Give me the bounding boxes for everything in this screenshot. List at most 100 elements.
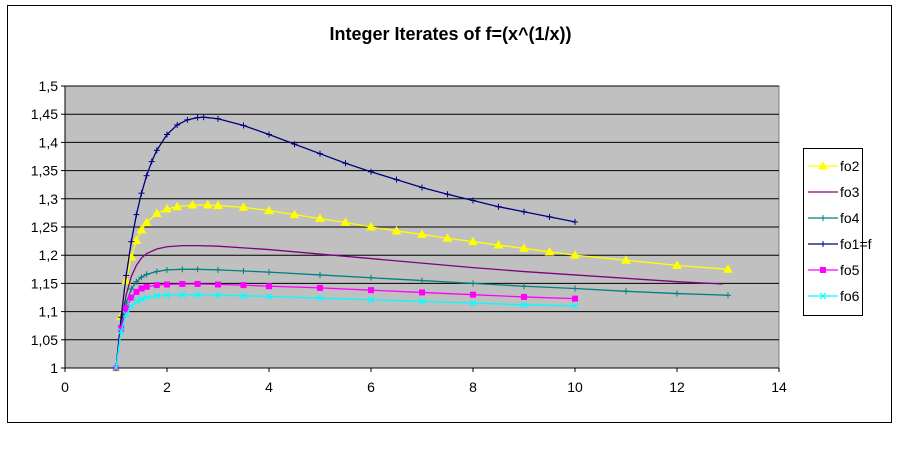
data-point-fo1-f	[174, 121, 181, 128]
data-point-fo4	[419, 277, 425, 284]
data-point-fo4	[674, 290, 680, 297]
data-point-fo2	[340, 217, 351, 226]
data-point-fo1-f	[266, 131, 272, 138]
legend-marker	[819, 292, 827, 300]
data-point-fo1-f	[495, 203, 502, 210]
data-point-fo2	[621, 255, 631, 264]
legend-marker	[820, 267, 826, 273]
data-point-fo6	[132, 298, 140, 305]
data-point-fo5	[143, 283, 150, 290]
data-point-fo1-f	[164, 131, 170, 138]
data-point-fo4	[128, 286, 135, 293]
legend-label: fo2	[840, 158, 860, 174]
data-point-fo2	[570, 250, 580, 259]
data-point-fo5	[368, 287, 374, 294]
data-point-fo1-f	[393, 176, 400, 183]
data-point-fo6	[153, 292, 161, 300]
data-point-fo2	[131, 235, 142, 245]
data-point-fo1-f	[291, 141, 298, 148]
data-point-fo1-f	[572, 218, 578, 225]
legend-item-fo5: fo5	[804, 259, 862, 283]
chart-title: Integer Iterates of f=(x^(1/x))	[329, 24, 572, 44]
x-tick-label: 4	[265, 379, 273, 395]
data-point-fo6	[367, 296, 375, 304]
x-tick-label: 6	[367, 379, 375, 395]
data-point-fo2	[519, 243, 529, 252]
data-point-fo2	[213, 200, 223, 210]
legend-label: fo5	[840, 262, 860, 278]
legend: fo2 fo3 fo4 fo1=f fo5 fo6	[803, 148, 872, 316]
legend-label: fo1=f	[840, 236, 872, 252]
data-point-fo4	[572, 285, 578, 292]
legend-item-fo3: fo3	[804, 181, 862, 205]
legend-swatch-fo3	[808, 191, 838, 193]
data-point-fo5	[194, 280, 201, 287]
chart-svg: 1 1,05 1,1 1,15 1,2 1,25 1,3 1,35 1,4 1,45 1,5 0 2 4 6…	[31, 78, 787, 395]
chart-area: Integer Iterates of f=(x^(1/x)) 1 1,05 1,1…	[7, 5, 892, 423]
data-point-fo6	[122, 310, 130, 318]
data-point-fo6	[112, 364, 120, 372]
data-point-fo5	[317, 284, 323, 291]
data-point-fo4	[215, 266, 221, 273]
data-point-fo4	[725, 292, 731, 299]
data-point-fo5	[240, 282, 247, 289]
data-point-fo1-f	[148, 158, 155, 165]
data-point-fo4	[521, 283, 527, 290]
data-point-fo2	[151, 208, 162, 217]
legend-item-fo2: fo2	[804, 155, 862, 179]
data-point-fo2	[493, 240, 504, 249]
data-point-fo5	[419, 289, 425, 296]
legend-label: fo3	[840, 184, 860, 200]
data-point-fo4	[317, 271, 323, 278]
data-point-fo6	[143, 294, 151, 301]
data-point-fo4	[470, 280, 476, 287]
y-tick-label: 1,5	[39, 78, 59, 94]
data-point-fo2	[172, 201, 183, 211]
y-tick-label: 1,3	[39, 191, 59, 207]
y-tick-label: 1,05	[31, 332, 58, 348]
data-point-fo6	[316, 294, 324, 302]
data-point-fo1-f	[123, 272, 130, 279]
data-point-fo5	[133, 288, 140, 295]
data-point-fo6	[520, 301, 528, 309]
legend-swatch-fo2	[808, 160, 838, 170]
data-point-fo4	[368, 274, 374, 281]
data-point-fo1-f	[419, 184, 425, 191]
data-point-fo6	[178, 291, 186, 299]
data-point-fo4	[143, 271, 150, 278]
data-point-fo2	[723, 264, 733, 273]
data-point-fo6	[163, 291, 171, 299]
data-point-fo5	[572, 295, 578, 302]
data-point-fo2	[187, 199, 198, 209]
data-point-fo2	[544, 246, 555, 256]
legend-label: fo4	[840, 210, 860, 226]
data-point-fo2	[202, 199, 213, 209]
data-point-fo4	[240, 267, 247, 274]
legend-swatch-fo4	[808, 215, 838, 221]
x-tick-label: 8	[469, 379, 477, 395]
y-tick-label: 1,25	[31, 219, 58, 235]
data-point-fo4	[138, 274, 145, 281]
data-point-fo2	[289, 209, 300, 219]
data-point-fo1-f	[200, 114, 207, 121]
data-point-fo2	[366, 221, 376, 231]
data-point-fo2	[468, 236, 478, 246]
data-point-fo2	[162, 203, 172, 213]
data-point-fo2	[391, 225, 402, 235]
data-point-fo2	[136, 224, 147, 234]
data-point-fo2	[315, 213, 325, 223]
data-point-fo1-f	[444, 191, 451, 198]
data-point-fo4	[164, 266, 170, 273]
data-point-fo2	[672, 260, 682, 269]
data-point-fo1-f	[153, 147, 160, 154]
legend-swatch-fo5	[808, 267, 838, 273]
data-point-fo1-f	[521, 208, 527, 215]
data-point-fo2	[264, 205, 274, 215]
data-point-fo4	[194, 266, 201, 273]
data-point-fo1-f	[138, 190, 145, 197]
data-point-fo6	[571, 302, 579, 310]
data-point-fo5	[179, 280, 186, 287]
x-tick-label: 2	[163, 379, 171, 395]
y-tick-label: 1,1	[39, 304, 59, 320]
data-point-fo1-f	[317, 150, 323, 157]
